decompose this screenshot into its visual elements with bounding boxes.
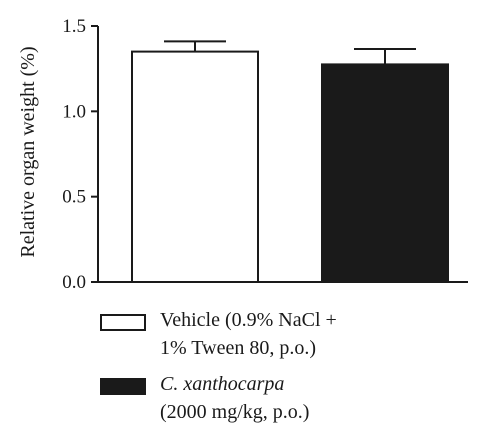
legend-item-vehicle: Vehicle (0.9% NaCl + 1% Tween 80, p.o.) — [100, 306, 490, 370]
legend-label-treatment: C. xanthocarpa (2000 mg/kg, p.o.) — [160, 370, 309, 426]
legend-swatch-treatment — [100, 378, 146, 395]
legend-vehicle-line1: Vehicle (0.9% NaCl + — [160, 309, 337, 331]
bar-chart: 0.0 0.5 1.0 1.5 Relative organ weight (%) — [17, 16, 468, 293]
legend-vehicle-line2: 1% Tween 80, p.o.) — [160, 337, 316, 359]
bar-1 — [321, 63, 449, 284]
y-tick-label: 0.5 — [62, 187, 86, 208]
legend-label-vehicle: Vehicle (0.9% NaCl + 1% Tween 80, p.o.) — [160, 306, 337, 362]
bar-0 — [131, 50, 259, 283]
y-tick-label: 1.0 — [62, 101, 86, 122]
bars — [131, 40, 449, 284]
legend-treatment-line2: (2000 mg/kg, p.o.) — [160, 401, 310, 423]
legend: Vehicle (0.9% NaCl + 1% Tween 80, p.o.) … — [100, 306, 490, 434]
legend-item-treatment: C. xanthocarpa (2000 mg/kg, p.o.) — [100, 370, 490, 434]
y-tick-label: 0.0 — [62, 272, 86, 293]
y-axis-label: Relative organ weight (%) — [17, 46, 39, 257]
legend-swatch-vehicle — [100, 314, 146, 331]
legend-treatment-line1: C. xanthocarpa — [160, 373, 285, 395]
y-tick-label: 1.5 — [62, 16, 86, 37]
